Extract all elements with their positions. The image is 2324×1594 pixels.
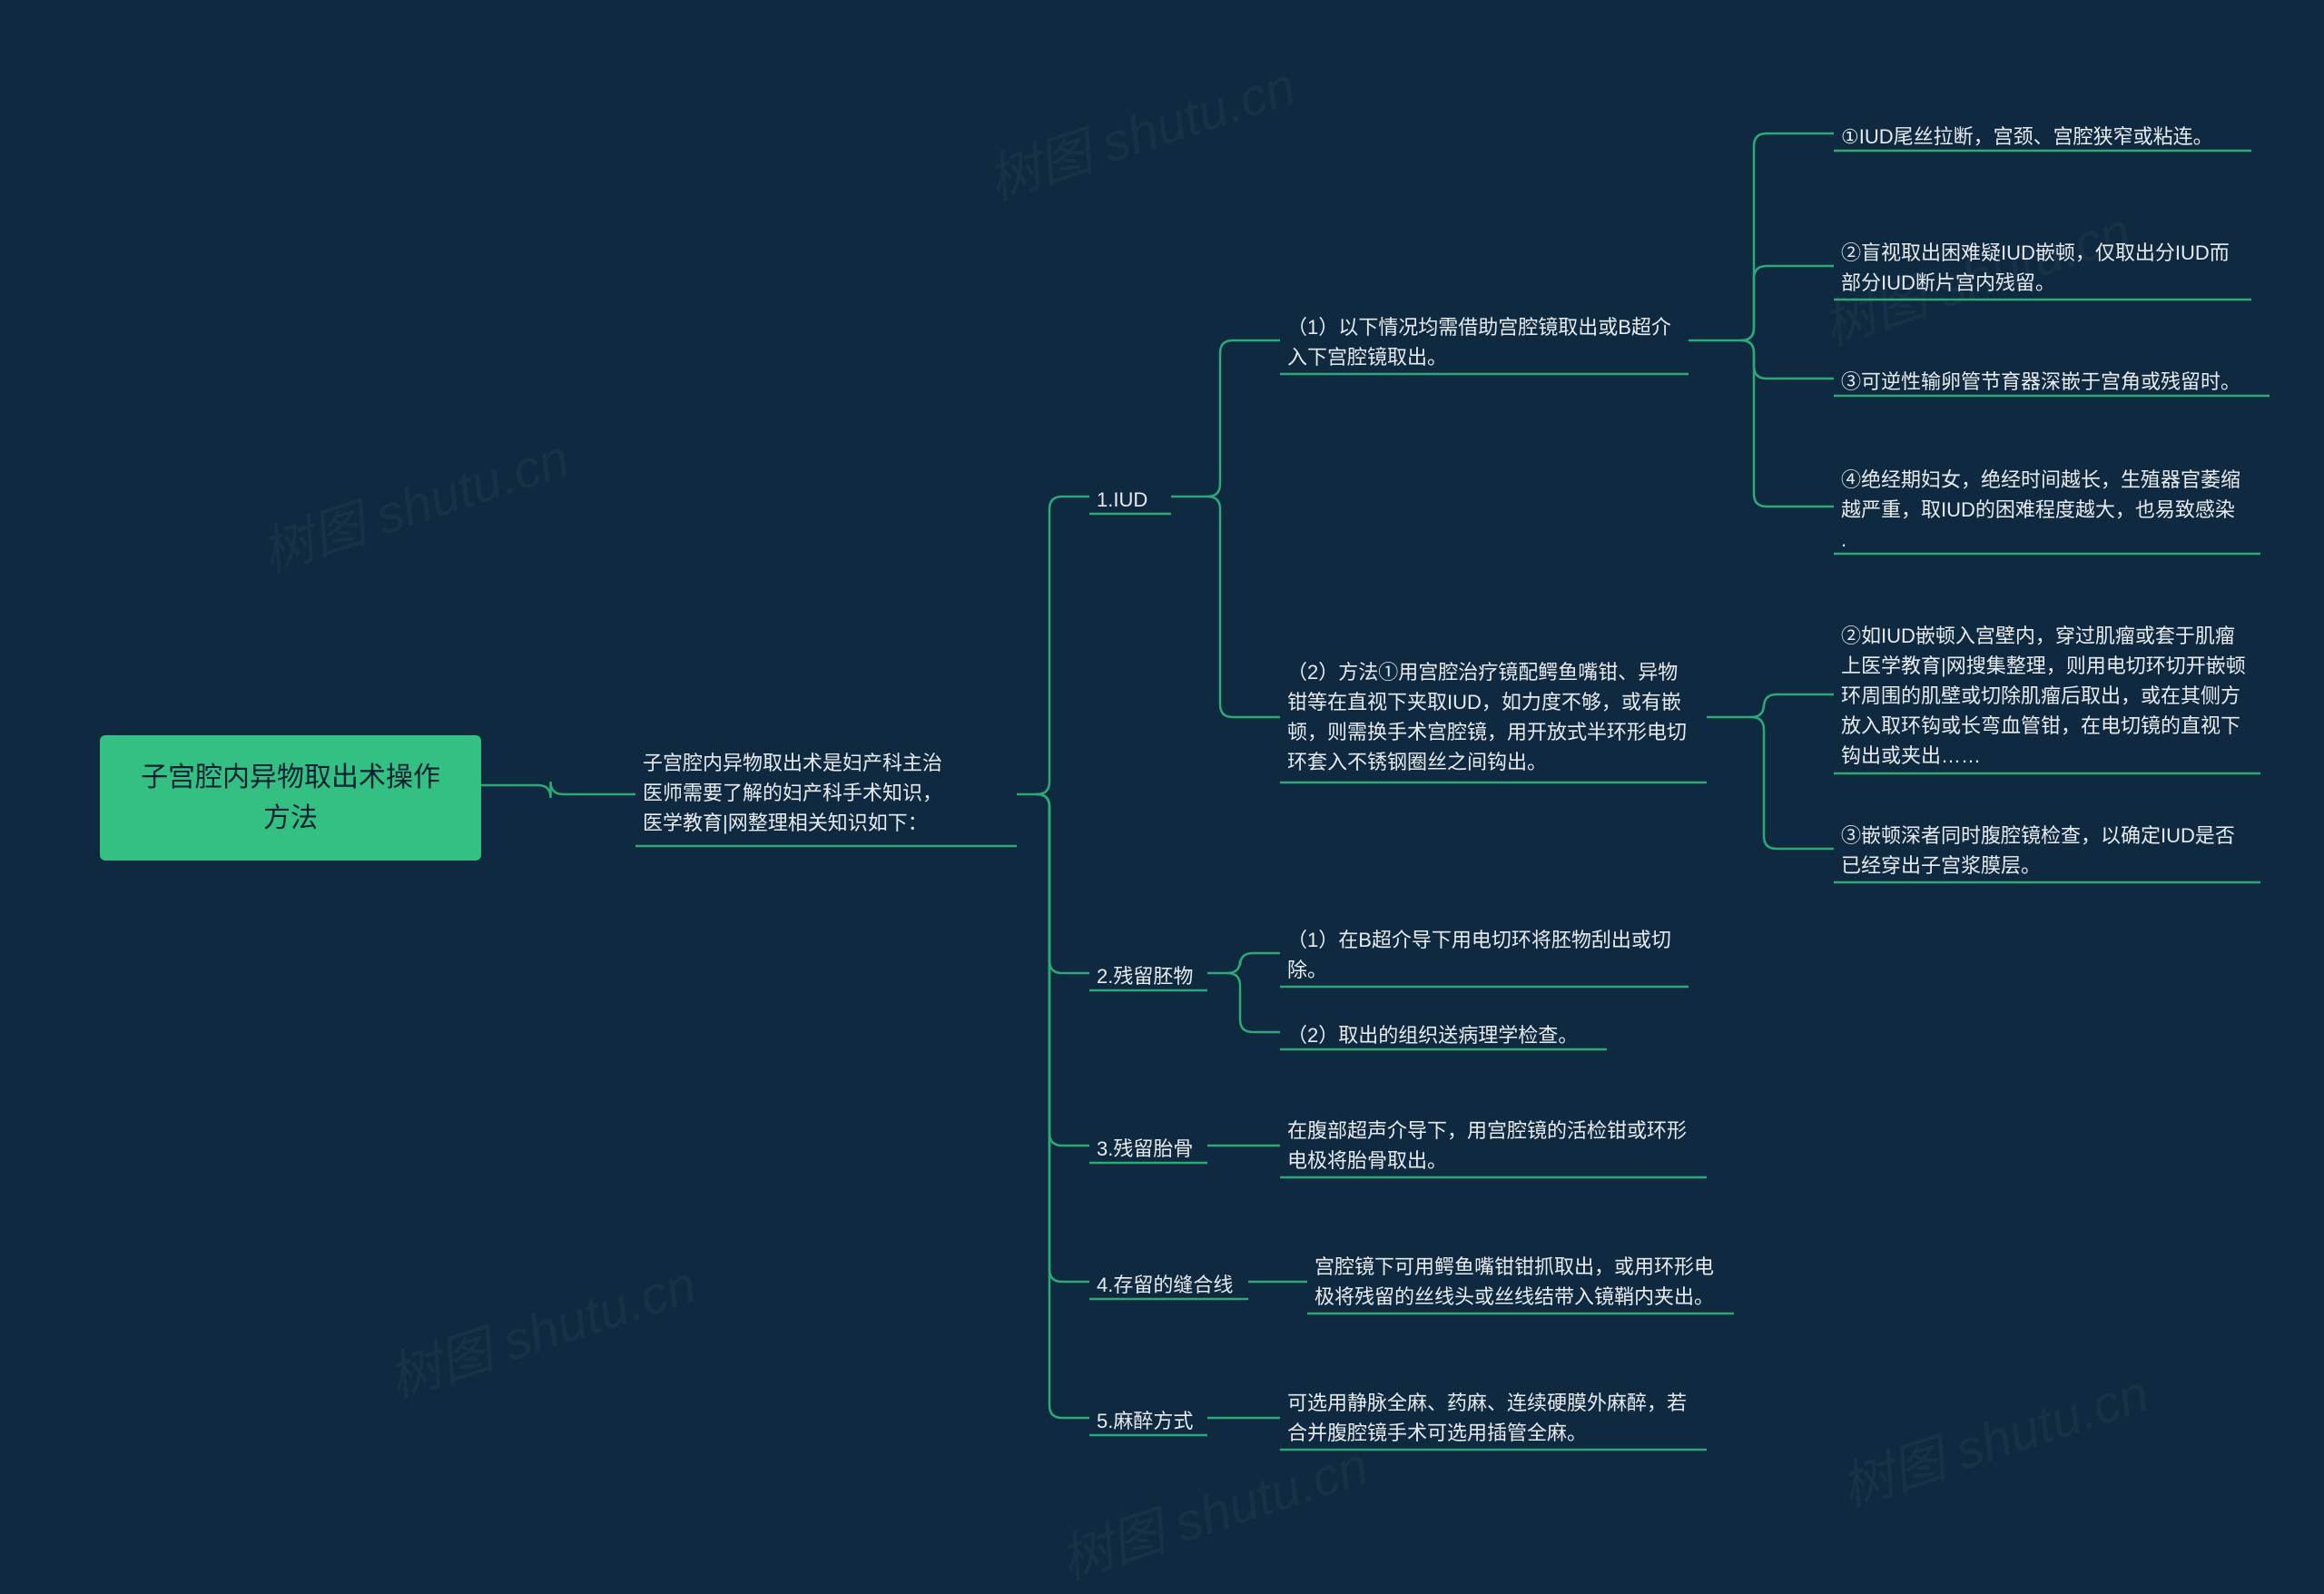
node-anesthesia[interactable]: 5.麻醉方式 <box>1089 1402 1200 1440</box>
watermark: 树图 shutu.cn <box>251 416 577 586</box>
node-suture[interactable]: 4.存留的缝合线 <box>1089 1266 1240 1304</box>
node-iud-method-3[interactable]: ③嵌顿深者同时腹腔镜检查，以确定IUD是否已经穿出子宫浆膜层。 <box>1834 817 2260 884</box>
watermark: 树图 shutu.cn <box>1830 1351 2157 1521</box>
node-iud-sit-3[interactable]: ③可逆性输卵管节育器深嵌于宫角或残留时。 <box>1834 363 2270 400</box>
node-embryo-step2[interactable]: （2）取出的组织送病理学检查。 <box>1280 1017 1607 1054</box>
node-embryo-step1[interactable]: （1）在B超介导下用电切环将胚物刮出或切除。 <box>1280 921 1689 989</box>
node-iud-sit-4[interactable]: ④绝经期妇女，绝经时间越长，生殖器官萎缩越严重，取IUD的困难程度越大，也易致感… <box>1834 461 2260 558</box>
mindmap-canvas: 树图 shutu.cn 树图 shutu.cn 树图 shutu.cn 树图 s… <box>0 0 2324 1568</box>
node-iud[interactable]: 1.IUD <box>1089 481 1155 518</box>
node-iud-method[interactable]: （2）方法①用宫腔治疗镜配鳄鱼嘴钳、异物钳等在直视下夹取IUD，如力度不够，或有… <box>1280 654 1707 781</box>
node-iud-situations[interactable]: （1）以下情况均需借助宫腔镜取出或B超介入下宫腔镜取出。 <box>1280 309 1689 376</box>
node-bone-desc[interactable]: 在腹部超声介导下，用宫腔镜的活检钳或环形电极将胎骨取出。 <box>1280 1112 1707 1179</box>
root-node[interactable]: 子宫腔内异物取出术操作方法 <box>100 735 481 861</box>
node-suture-desc[interactable]: 宫腔镜下可用鳄鱼嘴钳钳抓取出，或用环形电极将残留的丝线头或丝线结带入镜鞘内夹出。 <box>1307 1248 1734 1315</box>
intro-node[interactable]: 子宫腔内异物取出术是妇产科主治医师需要了解的妇产科手术知识，医学教育|网整理相关… <box>635 744 1017 841</box>
watermark: 树图 shutu.cn <box>977 44 1304 214</box>
node-iud-sit-2[interactable]: ②盲视取出困难疑IUD嵌顿，仅取出分IUD而部分IUD断片宫内残留。 <box>1834 234 2251 301</box>
node-anesthesia-desc[interactable]: 可选用静脉全麻、药麻、连续硬膜外麻醉，若合并腹腔镜手术可选用插管全麻。 <box>1280 1384 1707 1451</box>
node-residual-bone[interactable]: 3.残留胎骨 <box>1089 1130 1200 1167</box>
node-iud-sit-1[interactable]: ①IUD尾丝拉断，宫颈、宫腔狭窄或粘连。 <box>1834 118 2251 155</box>
node-residual-embryo[interactable]: 2.残留胚物 <box>1089 958 1200 995</box>
watermark: 树图 shutu.cn <box>378 1242 704 1412</box>
node-iud-method-2[interactable]: ②如IUD嵌顿入宫壁内，穿过肌瘤或套于肌瘤上医学教育|网搜集整理，则用电切环切开… <box>1834 617 2260 774</box>
